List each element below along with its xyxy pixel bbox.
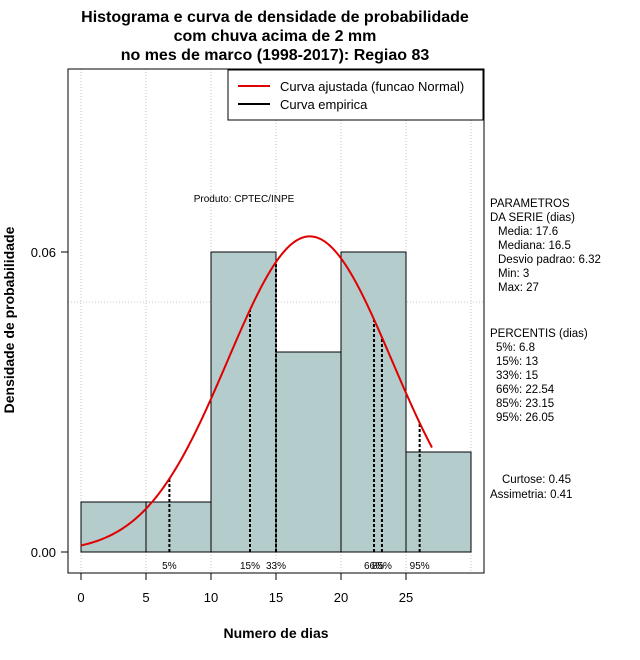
histogram-bar-5 xyxy=(405,451,472,553)
percentile-lines xyxy=(168,261,421,552)
param-min: Min: 3 xyxy=(498,268,529,280)
axes: 0 5 10 15 20 25 0.00 0.06 xyxy=(31,245,414,605)
percentil-66: 66%: 22.54 xyxy=(496,384,555,396)
histogram-bar-0 xyxy=(80,501,147,553)
parametros-title-1: PARAMETROS xyxy=(490,198,570,210)
chart-title-line-2: com chuva acima de 2 mm xyxy=(174,28,377,45)
percentile-label-2: 33% xyxy=(266,561,286,572)
percentile-label-4: 85% xyxy=(372,561,392,572)
parametros-title-2: DA SERIE (dias) xyxy=(490,212,575,224)
x-axis-title: Numero de dias xyxy=(223,625,328,641)
y-tick-label: 0.00 xyxy=(31,545,56,560)
param-mediana: Mediana: 16.5 xyxy=(498,240,571,252)
percentil-5: 5%: 6.8 xyxy=(496,342,535,354)
histogram-bar-1 xyxy=(145,501,212,553)
product-annotation: Produto: CPTEC/INPE xyxy=(194,194,295,205)
legend-box xyxy=(227,69,484,121)
y-tick-label: 0.06 xyxy=(31,245,56,260)
param-max: Max: 27 xyxy=(498,282,539,294)
normal-curve xyxy=(80,235,433,547)
percentil-33: 33%: 15 xyxy=(496,370,538,382)
percentile-label-3: 66% xyxy=(364,561,384,572)
legend-label-empirical: Curva empirica xyxy=(280,97,368,112)
x-tick-label: 25 xyxy=(399,590,413,605)
x-tick-label: 15 xyxy=(269,590,283,605)
x-tick-label: 20 xyxy=(334,590,348,605)
y-axis-title: Densidade de probabilidade xyxy=(1,226,17,413)
percentil-95: 95%: 26.05 xyxy=(496,412,554,424)
percentis-title: PERCENTIS (dias) xyxy=(490,328,588,340)
chart-title-line-3: no mes de marco (1998-2017): Regiao 83 xyxy=(121,47,430,64)
percentile-label-5: 95% xyxy=(410,561,430,572)
legend: Curva ajustada (funcao Normal) Curva emp… xyxy=(227,69,484,121)
x-tick-label: 5 xyxy=(142,590,149,605)
assimetria: Assimetria: 0.41 xyxy=(490,489,572,501)
side-panel: PARAMETROS DA SERIE (dias) Media: 17.6 M… xyxy=(490,198,601,501)
param-media: Media: 17.6 xyxy=(498,226,558,238)
chart-title-line-1: Histograma e curva de densidade de proba… xyxy=(81,9,469,26)
x-tick-label: 10 xyxy=(204,590,218,605)
histogram-bars xyxy=(80,251,472,553)
percentile-label-1: 15% xyxy=(240,561,260,572)
percentile-label-0: 5% xyxy=(162,561,177,572)
legend-label-fitted: Curva ajustada (funcao Normal) xyxy=(280,79,464,94)
percentil-85: 85%: 23.15 xyxy=(496,398,554,410)
normal-curve-layer xyxy=(80,235,433,547)
curtose: Curtose: 0.45 xyxy=(502,474,571,486)
param-desvio: Desvio padrao: 6.32 xyxy=(498,254,601,266)
percentile-labels: 5% 15% 33% 66%85% 95% xyxy=(162,561,430,572)
histogram-bar-2 xyxy=(210,251,277,553)
percentil-15: 15%: 13 xyxy=(496,356,538,368)
x-tick-label: 0 xyxy=(77,590,84,605)
histogram-bar-3 xyxy=(275,351,342,553)
